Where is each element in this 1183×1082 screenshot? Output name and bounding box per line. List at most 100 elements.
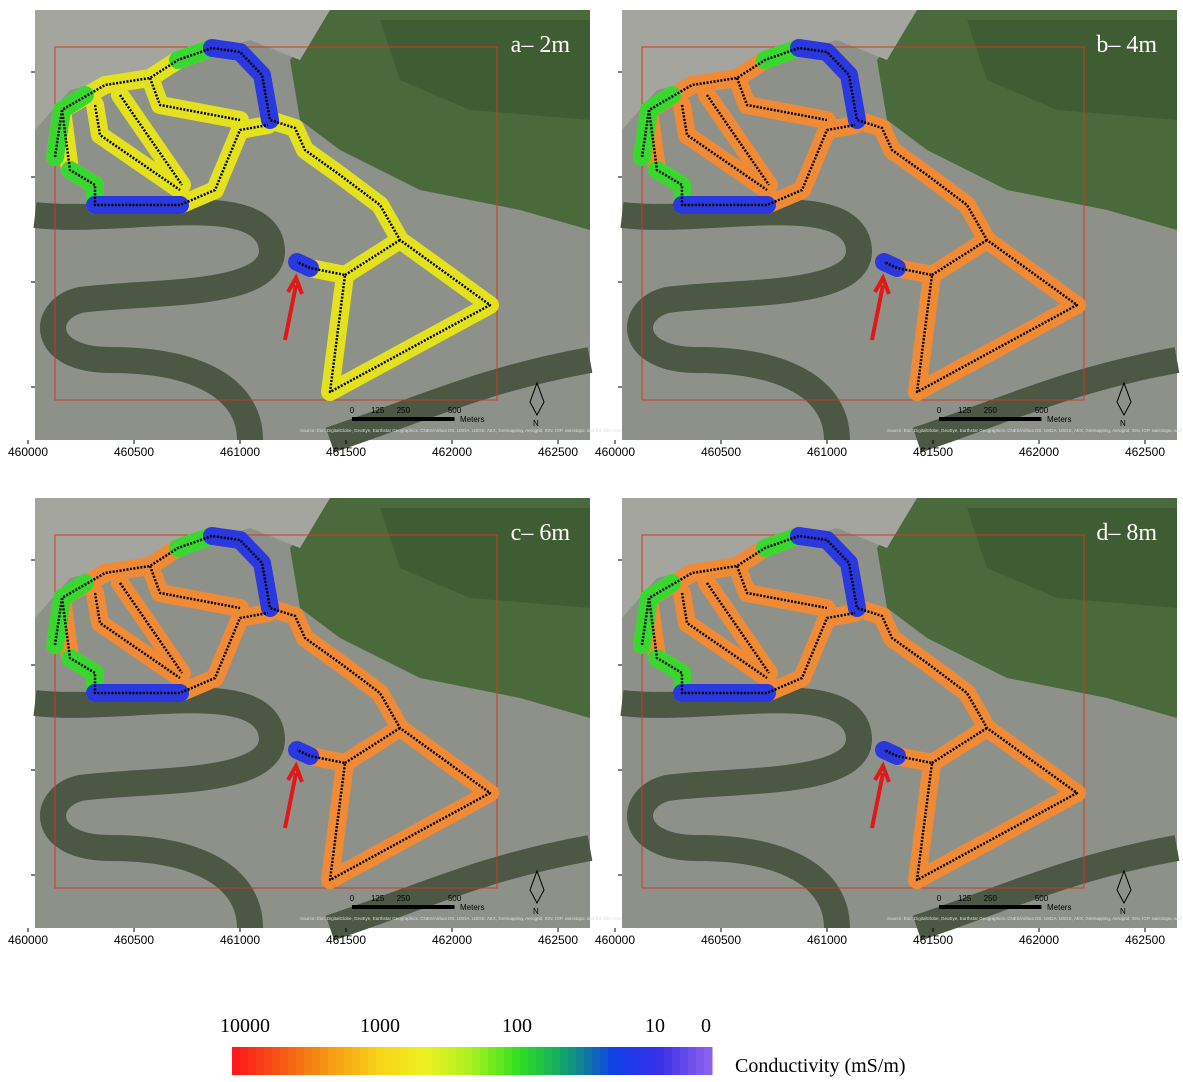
scale-bar: [352, 905, 455, 909]
x-tick-label: 461000: [807, 933, 847, 947]
attribution: Source: Esri, DigitalGlobe, GeoEye, Eart…: [300, 428, 647, 433]
north-label: N: [1120, 419, 1126, 428]
x-tick-label: 460000: [595, 445, 635, 459]
colorbar-swatch: [440, 1047, 449, 1075]
north-label: N: [533, 907, 539, 916]
colorbar-swatch: [640, 1047, 649, 1075]
colorbar-swatch: [232, 1047, 241, 1075]
x-tick-label: 461000: [220, 933, 260, 947]
scale-label: 250: [984, 406, 998, 415]
scale-label: 500: [1035, 406, 1049, 415]
x-tick-label: 460000: [8, 933, 48, 947]
scale-label: 125: [371, 406, 385, 415]
colorbar-swatch: [624, 1047, 633, 1075]
scale-bar: [939, 905, 1042, 909]
attribution: Source: Esri, DigitalGlobe, GeoEye, Eart…: [300, 916, 647, 921]
colorbar-swatch: [400, 1047, 409, 1075]
colorbar-swatch: [320, 1047, 329, 1075]
colorbar-swatch: [672, 1047, 681, 1075]
colorbar-swatch: [392, 1047, 401, 1075]
colorbar-swatch: [704, 1047, 713, 1075]
scale-label: 250: [397, 406, 411, 415]
colorbar-swatch: [696, 1047, 705, 1075]
panel-label: c– 6m: [511, 520, 571, 546]
colorbar-swatch: [328, 1047, 337, 1075]
colorbar-swatch: [288, 1047, 297, 1075]
scale-label: 125: [958, 406, 972, 415]
colorbar-swatch: [368, 1047, 377, 1075]
colorbar-swatch: [376, 1047, 385, 1075]
colorbar-swatch: [344, 1047, 353, 1075]
colorbar-swatch: [568, 1047, 577, 1075]
x-tick-label: 460500: [114, 933, 154, 947]
north-label: N: [1120, 907, 1126, 916]
colorbar-swatch: [552, 1047, 561, 1075]
x-tick-label: 461500: [913, 933, 953, 947]
colorbar-swatch: [680, 1047, 689, 1075]
colorbar: 100001000100100Conductivity (mS/m): [220, 1015, 906, 1077]
scale-label: 0: [350, 894, 355, 903]
scale-bar: [939, 417, 1042, 421]
colorbar-swatch: [248, 1047, 257, 1075]
colorbar-swatch: [448, 1047, 457, 1075]
colorbar-swatch: [512, 1047, 521, 1075]
x-tick-label: 461000: [220, 445, 260, 459]
colorbar-swatch: [560, 1047, 569, 1075]
x-tick-label: 460500: [701, 933, 741, 947]
figure: a– 2m0125250500MetersNSource: Esri, Digi…: [0, 0, 1183, 1082]
scale-label: 125: [371, 894, 385, 903]
colorbar-swatch: [616, 1047, 625, 1075]
x-tick-label: 462500: [538, 445, 578, 459]
colorbar-swatch: [456, 1047, 465, 1075]
x-tick-label: 462000: [432, 933, 472, 947]
x-tick-label: 461500: [326, 445, 366, 459]
x-tick-label: 460000: [595, 933, 635, 947]
colorbar-swatch: [384, 1047, 393, 1075]
scale-label: 0: [937, 406, 942, 415]
scale-bar: [352, 417, 455, 421]
colorbar-swatch: [520, 1047, 529, 1075]
panel-label: a– 2m: [511, 32, 571, 58]
x-tick-label: 460000: [8, 445, 48, 459]
colorbar-swatch: [608, 1047, 617, 1075]
colorbar-swatch: [480, 1047, 489, 1075]
attribution: Source: Esri, DigitalGlobe, GeoEye, Eart…: [887, 428, 1183, 433]
colorbar-swatch: [600, 1047, 609, 1075]
scale-label: 250: [397, 894, 411, 903]
x-tick-label: 460500: [114, 445, 154, 459]
x-tick-label: 462000: [1019, 933, 1059, 947]
x-tick-label: 461500: [326, 933, 366, 947]
colorbar-label: 10: [645, 1015, 665, 1037]
x-tick-label: 461500: [913, 445, 953, 459]
colorbar-swatch: [656, 1047, 665, 1075]
map-panel: a– 2m0125250500MetersNSource: Esri, Digi…: [8, 10, 647, 459]
colorbar-swatch: [432, 1047, 441, 1075]
colorbar-swatch: [464, 1047, 473, 1075]
panel-label: d– 8m: [1096, 520, 1157, 546]
colorbar-label: 100: [502, 1015, 532, 1037]
colorbar-swatch: [336, 1047, 345, 1075]
x-tick-label: 462500: [538, 933, 578, 947]
colorbar-swatch: [632, 1047, 641, 1075]
x-tick-label: 462500: [1125, 445, 1165, 459]
scale-label: 500: [448, 894, 462, 903]
scale-label: 0: [350, 406, 355, 415]
x-tick-label: 461000: [807, 445, 847, 459]
colorbar-swatch: [584, 1047, 593, 1075]
colorbar-swatch: [408, 1047, 417, 1075]
scale-label: 125: [958, 894, 972, 903]
colorbar-swatch: [488, 1047, 497, 1075]
colorbar-swatch: [304, 1047, 313, 1075]
scale-label: 250: [984, 894, 998, 903]
scale-unit: Meters: [460, 415, 484, 424]
colorbar-swatch: [312, 1047, 321, 1075]
scale-unit: Meters: [1047, 903, 1071, 912]
colorbar-swatch: [576, 1047, 585, 1075]
colorbar-swatch: [424, 1047, 433, 1075]
colorbar-swatch: [536, 1047, 545, 1075]
colorbar-swatch: [472, 1047, 481, 1075]
